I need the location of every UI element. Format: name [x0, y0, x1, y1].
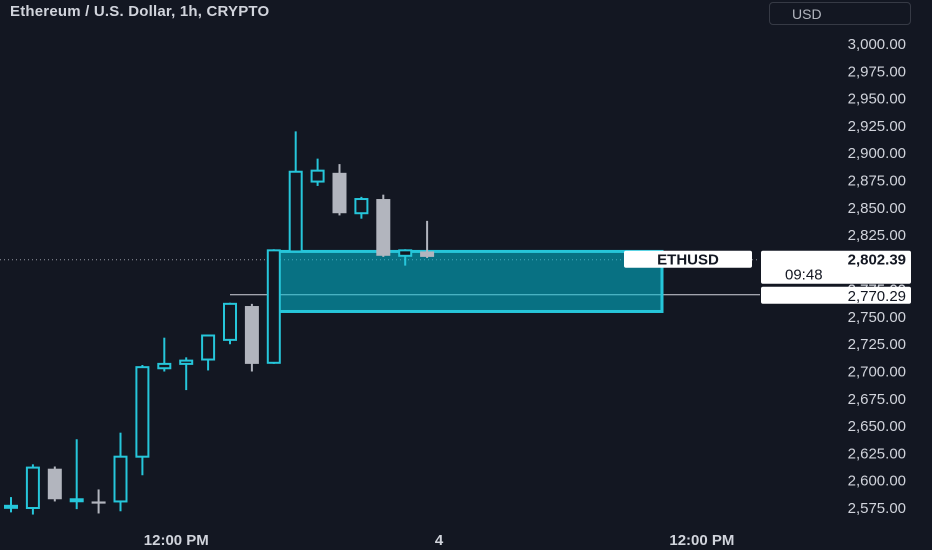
- candle-body: [310, 169, 325, 183]
- candle-body: [113, 455, 128, 503]
- time-tick-label: 4: [435, 532, 444, 549]
- candle: [157, 337, 172, 372]
- time-axis[interactable]: 12:00 PM 4 12:00 PM: [144, 532, 735, 549]
- candle-body: [91, 501, 106, 504]
- candle-body: [376, 199, 391, 256]
- price-tick-label: 2,850.00: [848, 200, 906, 217]
- candle: [266, 249, 281, 364]
- price-tick-label: 2,625.00: [848, 445, 906, 462]
- candle-body: [288, 170, 303, 253]
- candle-body: [354, 198, 369, 215]
- price-tick-label: 2,825.00: [848, 227, 906, 244]
- hline-price-label: 2,770.29: [761, 286, 911, 305]
- candle: [113, 432, 128, 512]
- candle-body: [223, 302, 237, 341]
- svg-text:ETHUSD: ETHUSD: [657, 252, 719, 269]
- candle-body: [69, 498, 84, 503]
- candle: [25, 464, 40, 515]
- time-tick-label: 12:00 PM: [669, 532, 734, 549]
- current-price-label: 2,802.39 09:48: [761, 250, 911, 284]
- candle: [4, 497, 18, 513]
- candle: [179, 357, 194, 391]
- price-tick-label: 2,675.00: [848, 391, 906, 408]
- price-tick-label: 2,875.00: [848, 172, 906, 189]
- candle: [69, 439, 84, 510]
- candle: [91, 489, 106, 514]
- price-tick-label: 2,650.00: [848, 418, 906, 435]
- candle-body: [157, 362, 172, 370]
- price-tick-label: 2,975.00: [848, 63, 906, 80]
- price-tick-label: 2,750.00: [848, 309, 906, 326]
- candle-body: [135, 366, 150, 458]
- candle-body: [266, 249, 281, 364]
- candle: [201, 334, 216, 371]
- candle-body: [179, 359, 194, 365]
- candle: [47, 466, 62, 502]
- candle-body: [398, 249, 413, 257]
- price-tick-label: 2,600.00: [848, 473, 906, 490]
- svg-text:2,770.29: 2,770.29: [848, 288, 906, 305]
- candle-body: [201, 334, 216, 361]
- candle-body: [47, 468, 62, 500]
- candle: [244, 303, 259, 372]
- candle: [332, 164, 347, 216]
- candle: [135, 364, 150, 476]
- candle: [376, 194, 391, 257]
- candle: [223, 302, 237, 345]
- currency-selector[interactable]: USD: [769, 2, 911, 25]
- candle-body: [4, 504, 18, 509]
- candle: [310, 158, 325, 186]
- candle: [398, 249, 413, 266]
- candle: [354, 196, 369, 219]
- price-tick-label: 2,700.00: [848, 364, 906, 381]
- price-tick-label: 2,950.00: [848, 91, 906, 108]
- price-tick-label: 2,925.00: [848, 118, 906, 135]
- svg-text:09:48: 09:48: [785, 267, 823, 284]
- price-tick-label: 3,000.00: [848, 36, 906, 53]
- price-tick-label: 2,900.00: [848, 145, 906, 162]
- candle: [288, 131, 303, 253]
- symbol-label: ETHUSD: [624, 250, 752, 269]
- price-tick-label: 2,575.00: [848, 500, 906, 517]
- candlestick-series: [4, 131, 435, 515]
- candle-body: [332, 172, 347, 214]
- candle: [420, 220, 435, 258]
- candle-body: [244, 306, 259, 364]
- chart-title: Ethereum / U.S. Dollar, 1h, CRYPTO: [10, 3, 270, 20]
- time-tick-label: 12:00 PM: [144, 532, 209, 549]
- candle-body: [25, 466, 40, 509]
- candle-body: [420, 251, 435, 257]
- price-tick-label: 2,725.00: [848, 336, 906, 353]
- supply-demand-zone[interactable]: [269, 249, 664, 313]
- svg-text:2,802.39: 2,802.39: [848, 252, 906, 269]
